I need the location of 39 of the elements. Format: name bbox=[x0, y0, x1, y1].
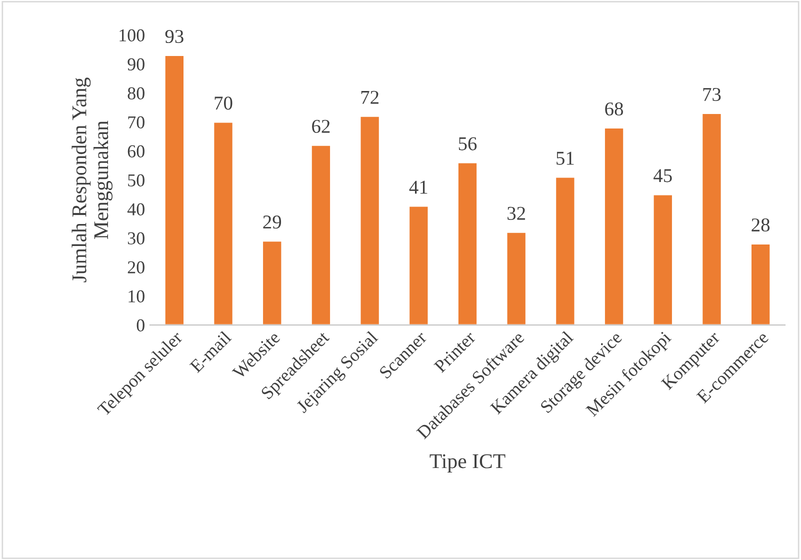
y-tick-label: 100 bbox=[120, 29, 144, 42]
data-label: 56 bbox=[458, 137, 477, 150]
y-axis-title: Jumlah Responden Yang Menggunakan bbox=[72, 78, 112, 282]
bar bbox=[408, 205, 430, 325]
y-tick-label: 80 bbox=[128, 87, 144, 100]
bar bbox=[701, 112, 722, 325]
bar bbox=[310, 144, 332, 325]
data-label: 70 bbox=[214, 96, 232, 110]
data-label: 41 bbox=[409, 180, 428, 194]
data-label: 93 bbox=[165, 30, 184, 44]
data-label: 51 bbox=[556, 152, 574, 165]
y-tick-label: 20 bbox=[128, 261, 144, 274]
data-label: 73 bbox=[703, 88, 721, 102]
bar bbox=[604, 127, 625, 325]
bar bbox=[506, 232, 527, 325]
data-label: 28 bbox=[752, 218, 770, 232]
bar bbox=[359, 116, 380, 325]
data-label: 29 bbox=[263, 216, 282, 229]
y-tick-label: 60 bbox=[128, 145, 144, 158]
bar bbox=[554, 176, 576, 325]
y-tick-label: 90 bbox=[128, 58, 144, 70]
bar bbox=[212, 121, 234, 325]
y-tick-label: 10 bbox=[128, 290, 144, 302]
y-tick-label: 30 bbox=[128, 232, 144, 244]
x-axis-title: Tipe ICT bbox=[430, 454, 506, 472]
data-label: 68 bbox=[605, 102, 624, 116]
data-label: 45 bbox=[654, 169, 672, 182]
y-tick-label: 70 bbox=[128, 116, 144, 128]
data-label: 72 bbox=[361, 90, 378, 104]
bar bbox=[750, 243, 772, 325]
bar bbox=[457, 162, 478, 325]
bar bbox=[164, 54, 185, 325]
data-label: 32 bbox=[508, 206, 525, 220]
bar bbox=[262, 240, 283, 325]
y-tick-label: 50 bbox=[128, 174, 144, 186]
y-tick-label: 0 bbox=[136, 319, 144, 332]
y-tick-label: 40 bbox=[127, 203, 144, 216]
data-label: 62 bbox=[312, 120, 330, 133]
bar bbox=[652, 194, 674, 325]
